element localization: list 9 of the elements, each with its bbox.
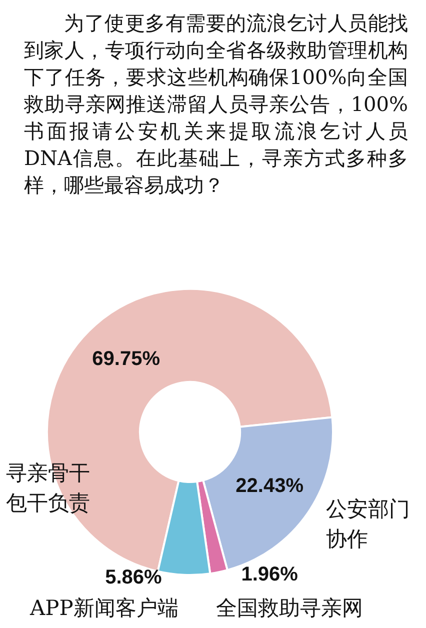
slice-label: 公安部门协作 <box>326 496 411 553</box>
chart-title: 为了使更多有需要的流浪乞讨人员能找到家人，专项行动向全省各级救助管理机构下了任务，要求这些机构确保100%向全国救助寻亲网推送滞留人员寻亲公告，100%书面报请公安机关来提取流浪乞讨人员DNA信息。在此基础上，寻亲方式多种多样，哪些最容易成功？ <box>24 10 408 199</box>
data-label: 22.43% <box>236 475 304 498</box>
slice-label: 寻亲骨干包干负责 <box>6 460 91 517</box>
data-label: 5.86% <box>105 566 162 588</box>
slice-label: 全国救助寻亲网 <box>216 595 364 622</box>
slice-label: APP新闻客户端 <box>30 595 180 622</box>
data-label: 1.96% <box>241 564 298 586</box>
data-label: 69.75% <box>92 348 160 370</box>
